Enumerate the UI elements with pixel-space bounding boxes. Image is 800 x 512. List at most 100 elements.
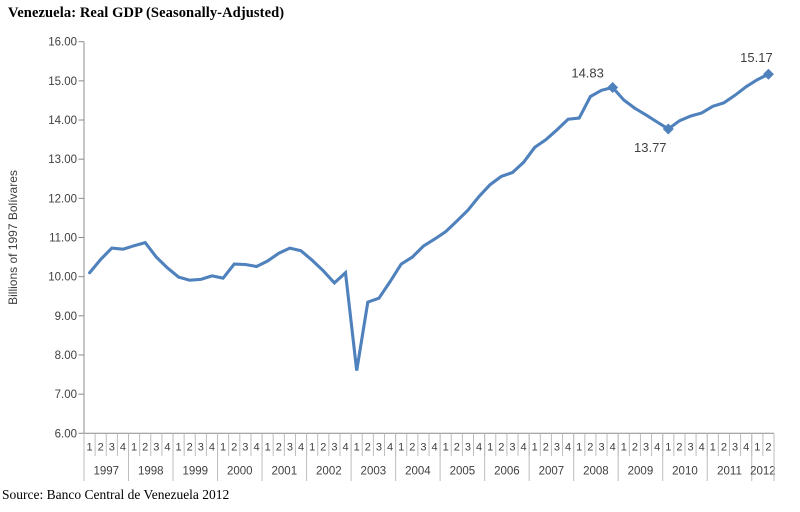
y-tick-label: 6.00 (55, 428, 77, 440)
quarter-label: 4 (610, 442, 616, 454)
data-point-marker-2010Q1 (662, 123, 674, 135)
quarter-label: 3 (509, 442, 515, 454)
year-label: 2009 (628, 466, 654, 478)
year-label: 2012 (750, 466, 776, 478)
y-tick-label: 8.00 (55, 350, 77, 362)
quarter-label: 4 (654, 442, 660, 454)
source-caption: Source: Banco Central de Venezuela 2012 (2, 487, 230, 502)
quarter-label: 2 (454, 442, 460, 454)
year-label: 2005 (450, 466, 476, 478)
year-label: 2010 (672, 466, 698, 478)
data-point-marker-2008Q4 (607, 82, 619, 94)
quarter-label: 2 (231, 442, 237, 454)
quarter-label: 2 (765, 442, 771, 454)
quarter-label: 3 (643, 442, 649, 454)
data-label-13.77: 13.77 (634, 140, 667, 155)
gdp-line (88, 72, 770, 371)
year-label: 2004 (405, 466, 431, 478)
quarter-label: 1 (443, 442, 449, 454)
quarter-label: 1 (87, 442, 93, 454)
y-tick-label: 12.00 (48, 193, 77, 205)
data-label-15.17: 15.17 (740, 50, 773, 65)
chart-title: Venezuela: Real GDP (Seasonally-Adjusted… (8, 5, 285, 21)
quarter-label: 4 (298, 442, 304, 454)
quarter-label: 4 (164, 442, 170, 454)
quarter-label: 1 (532, 442, 538, 454)
data-label-14.83: 14.83 (571, 66, 604, 81)
quarter-label: 1 (220, 442, 226, 454)
quarter-label: 3 (376, 442, 382, 454)
quarter-label: 4 (521, 442, 527, 454)
quarter-label: 1 (576, 442, 582, 454)
year-label: 2003 (361, 466, 387, 478)
year-label: 2001 (272, 466, 298, 478)
quarter-label: 4 (699, 442, 705, 454)
quarter-label: 3 (598, 442, 604, 454)
quarter-label: 2 (365, 442, 371, 454)
year-label: 1997 (93, 466, 119, 478)
quarter-label: 3 (109, 442, 115, 454)
quarter-label: 2 (276, 442, 282, 454)
quarter-label: 2 (98, 442, 104, 454)
quarter-label: 2 (142, 442, 148, 454)
y-tick-label: 13.00 (48, 154, 77, 166)
quarter-label: 1 (176, 442, 182, 454)
year-label: 2008 (583, 466, 609, 478)
quarter-label: 2 (187, 442, 193, 454)
year-label: 2007 (539, 466, 565, 478)
quarter-label: 2 (320, 442, 326, 454)
quarter-label: 3 (420, 442, 426, 454)
quarter-label: 2 (676, 442, 682, 454)
quarter-label: 1 (265, 442, 271, 454)
y-axis-title: Billions of 1997 Bolívares (6, 170, 20, 305)
quarter-label: 1 (354, 442, 360, 454)
quarter-label: 4 (476, 442, 482, 454)
y-tick-label: 16.00 (48, 37, 77, 49)
quarter-label: 2 (543, 442, 549, 454)
y-tick-label: 9.00 (55, 311, 77, 323)
quarter-label: 3 (287, 442, 293, 454)
quarter-label: 2 (721, 442, 727, 454)
quarter-label: 1 (398, 442, 404, 454)
quarter-label: 3 (732, 442, 738, 454)
quarter-label: 1 (309, 442, 315, 454)
quarter-label: 4 (387, 442, 393, 454)
year-label: 2011 (717, 466, 742, 478)
quarter-label: 2 (498, 442, 504, 454)
quarter-label: 1 (487, 442, 493, 454)
year-label: 2002 (316, 466, 342, 478)
quarter-label: 4 (253, 442, 259, 454)
quarter-label: 4 (743, 442, 749, 454)
quarter-label: 3 (465, 442, 471, 454)
quarter-label: 2 (409, 442, 415, 454)
quarter-label: 3 (331, 442, 337, 454)
quarter-label: 1 (621, 442, 627, 454)
y-tick-label: 15.00 (48, 76, 77, 88)
quarter-label: 1 (710, 442, 716, 454)
quarter-label: 4 (565, 442, 571, 454)
quarter-label: 2 (632, 442, 638, 454)
quarter-label: 3 (198, 442, 204, 454)
quarter-label: 3 (153, 442, 159, 454)
year-label: 1999 (182, 466, 208, 478)
y-tick-label: 11.00 (49, 233, 77, 245)
year-label: 2000 (227, 466, 253, 478)
quarter-label: 3 (687, 442, 693, 454)
quarter-label: 1 (665, 442, 671, 454)
quarter-label: 3 (242, 442, 248, 454)
year-label: 1998 (138, 466, 164, 478)
quarter-label: 4 (209, 442, 215, 454)
year-label: 2006 (494, 466, 520, 478)
y-tick-label: 7.00 (55, 389, 77, 401)
quarter-label: 4 (432, 442, 438, 454)
quarter-label: 4 (120, 442, 126, 454)
quarter-label: 1 (131, 442, 137, 454)
quarter-label: 2 (587, 442, 593, 454)
data-point-marker-2012Q2 (762, 68, 774, 80)
y-tick-label: 14.00 (48, 115, 77, 127)
quarter-label: 3 (554, 442, 560, 454)
quarter-label: 4 (342, 442, 348, 454)
y-tick-label: 10.00 (48, 272, 77, 284)
